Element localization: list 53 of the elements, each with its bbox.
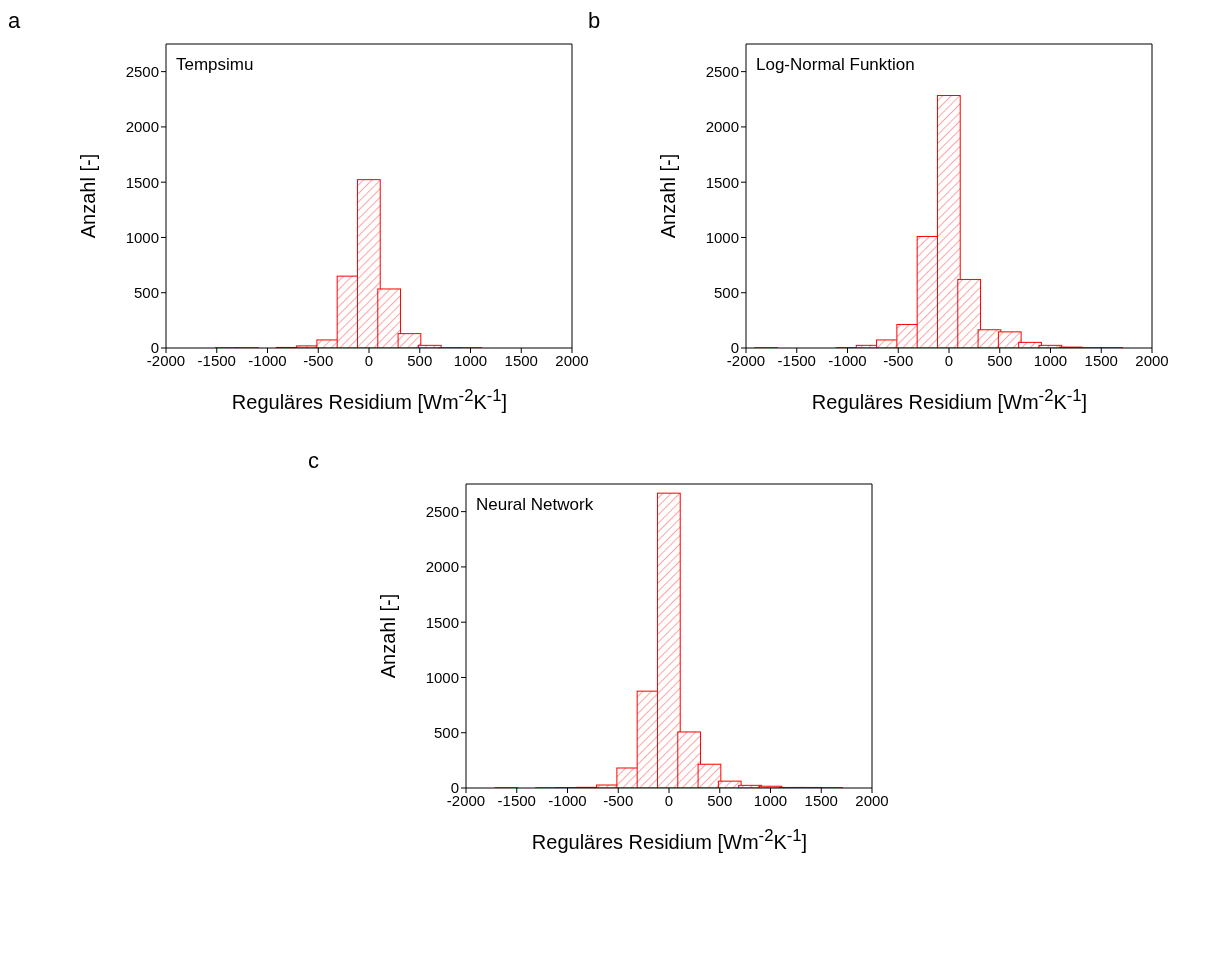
y-tick-label: 1000 bbox=[705, 228, 739, 246]
y-tick-label: 0 bbox=[730, 339, 739, 357]
y-tick-label: 2000 bbox=[705, 118, 739, 136]
y-tick-label: 2000 bbox=[125, 118, 159, 136]
x-tick-label: -500 bbox=[603, 791, 634, 809]
x-tick-label: -1500 bbox=[497, 791, 536, 809]
y-tick-label: 2000 bbox=[425, 558, 459, 576]
x-tick-label: 0 bbox=[364, 351, 374, 369]
x-tick-label: -500 bbox=[303, 351, 334, 369]
x-tick-label: -1000 bbox=[548, 791, 587, 809]
text: Neural Network bbox=[476, 495, 594, 515]
y-axis-title: Anzahl [-] bbox=[376, 593, 400, 678]
x-axis-title: Reguläres Residium [Wm$^{-2}$K$^{-1}$] bbox=[230, 386, 509, 414]
x-tick-label: -1500 bbox=[777, 351, 816, 369]
y-tick-label: 500 bbox=[713, 284, 739, 302]
x-tick-label: 1500 bbox=[504, 351, 538, 369]
y-tick-label: 2500 bbox=[125, 62, 159, 80]
x-tick-label: -1000 bbox=[828, 351, 867, 369]
text: a bbox=[8, 8, 21, 33]
x-axis-title: Reguläres Residium [Wm$^{-2}$K$^{-1}$] bbox=[530, 826, 809, 854]
x-tick-label: 1000 bbox=[453, 351, 488, 369]
x-tick-label: 500 bbox=[407, 351, 433, 369]
y-tick-label: 2500 bbox=[705, 62, 739, 80]
x-axis-title: Reguläres Residium [Wm$^{-2}$K$^{-1}$] bbox=[810, 386, 1089, 414]
text: Tempsimu bbox=[176, 55, 254, 75]
x-tick-label: 2000 bbox=[1135, 351, 1169, 369]
y-tick-label: 1000 bbox=[425, 668, 459, 686]
text: Log-Normal Funktion bbox=[756, 55, 915, 75]
x-tick-label: 0 bbox=[944, 351, 954, 369]
y-tick-label: 500 bbox=[433, 724, 459, 742]
y-tick-label: 500 bbox=[133, 284, 159, 302]
x-tick-label: 1000 bbox=[1033, 351, 1068, 369]
y-tick-label: 1000 bbox=[125, 228, 159, 246]
x-tick-label: 1500 bbox=[1084, 351, 1118, 369]
y-tick-label: 1500 bbox=[425, 613, 459, 631]
x-tick-label: -1500 bbox=[197, 351, 236, 369]
y-tick-label: 1500 bbox=[705, 173, 739, 191]
text: c bbox=[308, 448, 319, 473]
x-tick-label: 1000 bbox=[753, 791, 788, 809]
y-tick-label: 0 bbox=[150, 339, 159, 357]
y-axis-title: Anzahl [-] bbox=[76, 153, 100, 238]
x-tick-label: 500 bbox=[987, 351, 1013, 369]
x-tick-label: -500 bbox=[883, 351, 914, 369]
text: b bbox=[588, 8, 601, 33]
x-tick-label: 2000 bbox=[855, 791, 889, 809]
x-tick-label: 2000 bbox=[555, 351, 589, 369]
y-tick-label: 2500 bbox=[425, 502, 459, 520]
y-tick-label: 0 bbox=[450, 779, 459, 797]
x-tick-label: -1000 bbox=[248, 351, 287, 369]
x-tick-label: 0 bbox=[664, 791, 674, 809]
x-tick-label: 1500 bbox=[804, 791, 838, 809]
y-tick-label: 1500 bbox=[125, 173, 159, 191]
y-axis-title: Anzahl [-] bbox=[656, 153, 680, 238]
